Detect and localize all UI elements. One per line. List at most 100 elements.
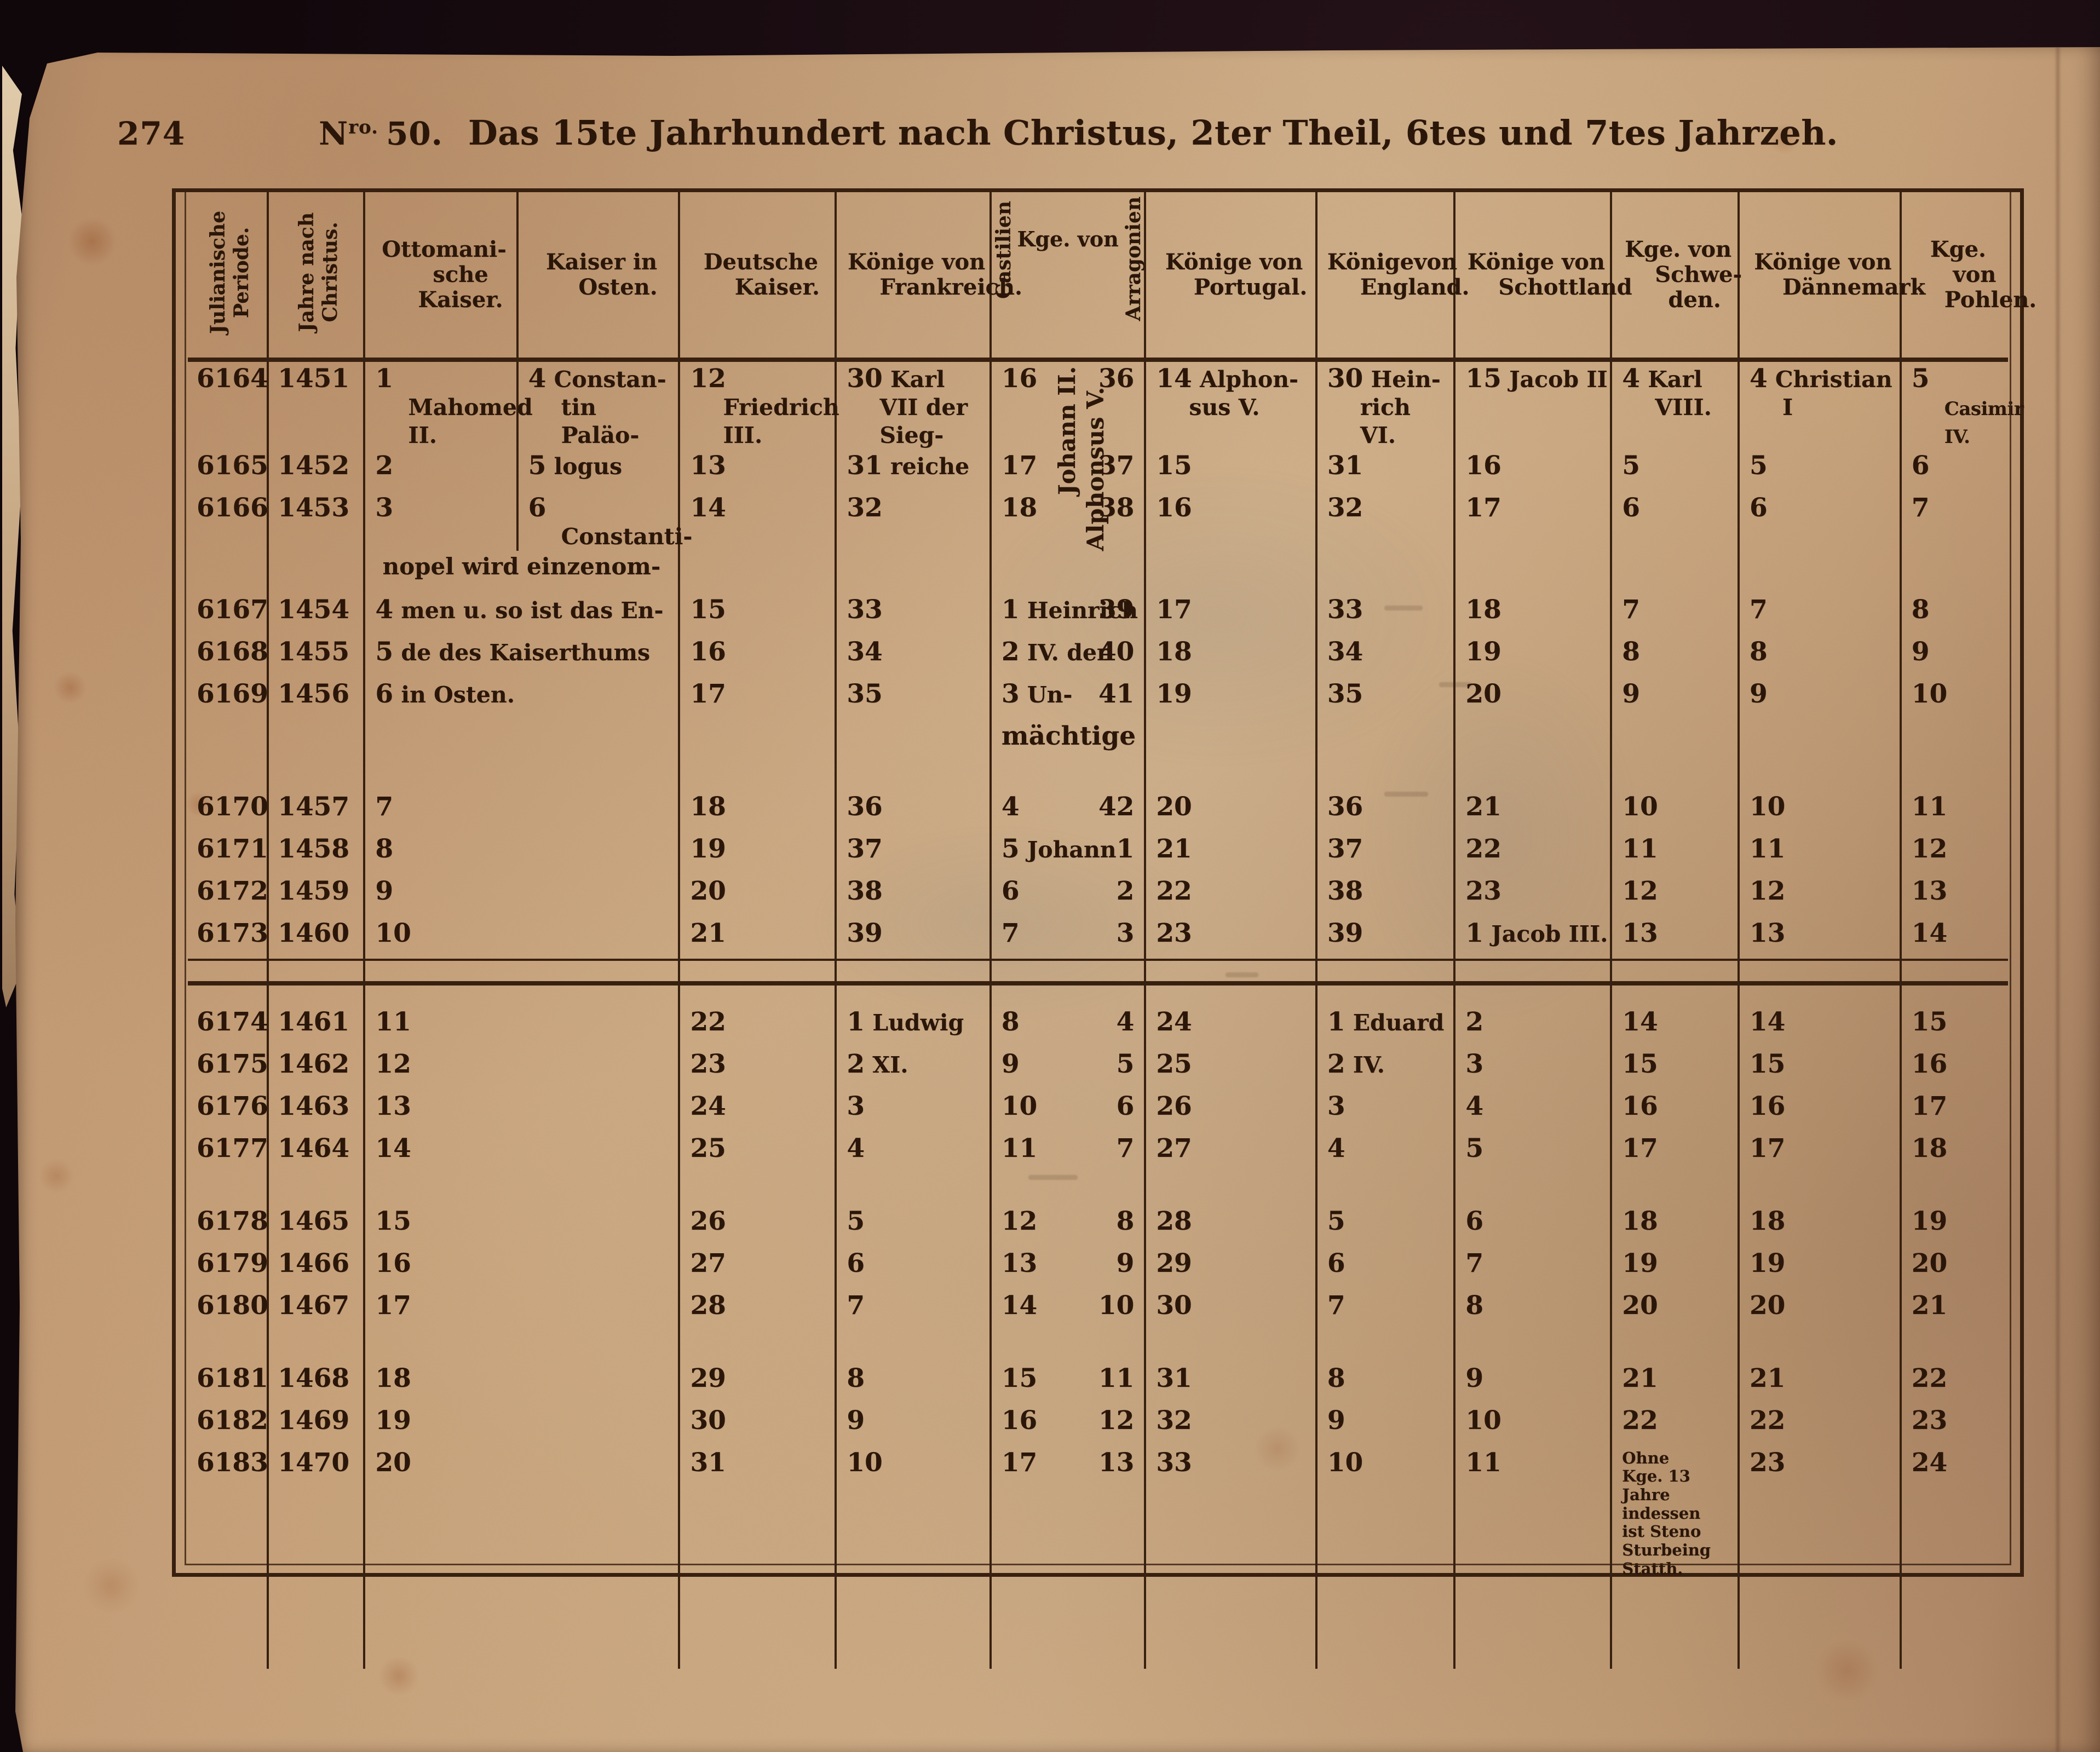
regnal-year-number: 4 [1622,364,1640,394]
empty-cell [364,719,679,762]
table-row: 6168 1455 5 de des Kaiserthums 16 34 2 IV. de… [188,635,2008,677]
empty-cell [1145,1647,1316,1669]
regnal-year-number: 39 [1098,595,1134,625]
regnal-year-number: 7 [1117,1133,1135,1163]
julian-period-cell [188,983,268,1005]
cell-fr: 37 [836,832,991,874]
regnal-year-number: 9 [375,876,393,906]
cell-arag: 4 [1074,1005,1146,1047]
cell-sc: 22 [1454,832,1611,874]
stain [67,217,117,266]
table-row-nopel: nopel wird einzenom- [188,551,2008,593]
regnal-year-number: 1 [1002,595,1020,625]
regnal-year-number: 19 [1622,1248,1658,1278]
regnal-year-number: 36 [847,792,882,822]
cell-en: 36 [1316,790,1455,832]
regnal-year-number: 9 [1750,679,1768,709]
ruler-name: XI. [865,1052,908,1078]
cell-dk: 21 [1739,1362,1901,1404]
empty-cell [836,1331,991,1362]
regnal-year-number: 6 [1750,493,1768,523]
regnal-year-number: 21 [1622,1363,1658,1393]
col-header-year-ad: Jahre nach Christus. [268,192,364,360]
regnal-year-number: 18 [1750,1206,1785,1236]
cell-arag: 13 [1074,1446,1146,1647]
empty-cell [1454,1331,1611,1362]
cell-fr: 36 [836,790,991,832]
empty-cell [679,719,836,762]
scanned-book-page: 274 Nro. 50. Das 15te Jahrhundert nach Ch… [0,0,2100,1752]
cell-pt: 33 [1145,1446,1316,1647]
cell-pt: 24 [1145,1005,1316,1047]
ruler-name: Ohne Kge. 13 Jahre indessen ist Steno St… [1622,1449,1711,1578]
regnal-year-number: 14 [1750,1007,1785,1037]
cell-dt: 23 [679,1047,836,1090]
cell-fr: 30 Karl VII der Sieg- [836,360,991,449]
regnal-year-number: 4 [1750,364,1768,394]
cell-sw: 19 [1611,1247,1739,1289]
cell-arag: 36 Alphonsus V. [1074,360,1146,449]
empty-cell [1611,719,1739,762]
rotated-header-text: Jahre nach Christus. [295,212,342,332]
julian-period-cell: 6172 [188,874,268,917]
regnal-year-number: 12 [1912,834,1947,864]
cell-sw: 9 [1611,677,1739,719]
cell-ott: 16 [364,1247,679,1289]
cell-pt: 18 [1145,635,1316,677]
year-ad-cell: 1452 [268,449,364,491]
regnal-year-number: 4 [375,595,393,625]
cell-sc: 7 [1454,1247,1611,1289]
cell-sw: 20 [1611,1289,1739,1331]
regnal-year-number: 6 [375,679,393,709]
empty-cell [364,762,679,790]
table-row-gap [188,762,2008,790]
cell-fr: 2 XI. [836,1047,991,1090]
year-ad-cell [268,762,364,790]
cell-fr: 5 [836,1204,991,1247]
julian-period-cell [188,1647,268,1669]
regnal-year-number: 9 [1117,1248,1135,1278]
cell-fr: 9 [836,1404,991,1446]
cell-cast: 11 [991,1132,1074,1174]
cell-dt: 25 [679,1132,836,1174]
regnal-year-number: 38 [1327,876,1363,906]
cell-sw: Ohne Kge. 13 Jahre indessen ist Steno St… [1611,1446,1739,1647]
regnal-year-number: 11 [1002,1133,1037,1163]
regnal-year-number: 7 [375,792,393,822]
empty-cell [1454,762,1611,790]
empty-cell [1074,1174,1146,1204]
cell-sc: 1 Jacob III. [1454,917,1611,960]
ruler-name: logus [546,453,622,480]
regnal-year-number: 26 [690,1206,726,1236]
regnal-year-number: 28 [690,1290,726,1321]
cell-cast: 8 [991,1005,1074,1047]
cell-sc: 5 [1454,1132,1611,1174]
ruler-name: Mahomed II. [408,394,532,448]
year-ad-cell [268,1331,364,1362]
regnal-year-number: 19 [1156,679,1192,709]
col-header-kings-scotland: Könige von Schottland [1454,192,1611,360]
regnal-year-number: 16 [1002,1405,1037,1436]
cell-pl: 20 [1901,1247,2008,1289]
empty-cell [991,960,1074,983]
regnal-year-number: 23 [1750,1448,1785,1478]
regnal-year-number: 6 [1002,876,1020,906]
cell-sc: 21 [1454,790,1611,832]
cell-cast: 6 [991,874,1074,917]
table-row: 6183 1470 20 31 10 17 13 33 10 11 Ohne Kge. 13 Jah… [188,1446,2008,1647]
regnal-year-number: 22 [1465,834,1501,864]
regnal-year-number: 23 [1465,876,1501,906]
cell-ott: 8 [364,832,679,874]
regnal-year-number: 41 [1098,679,1134,709]
cell-dk: 13 [1739,917,1901,960]
empty-cell [1074,960,1146,983]
regnal-year-number: 32 [847,493,882,523]
cell-arag: 3 [1074,917,1146,960]
cell-dt: 21 [679,917,836,960]
cell-dk: 4 Christian I [1739,360,1901,449]
regnal-year-number: 3 [1117,918,1135,948]
empty-cell [679,1647,836,1669]
cell-arag: 12 [1074,1404,1146,1446]
ruler-name: Constan- tin Paläo- [546,366,666,448]
regnal-year-number: 19 [1465,637,1501,667]
